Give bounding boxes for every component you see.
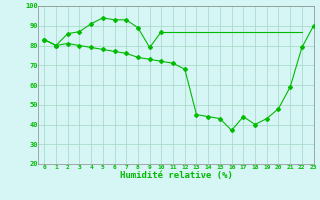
- X-axis label: Humidité relative (%): Humidité relative (%): [120, 171, 232, 180]
